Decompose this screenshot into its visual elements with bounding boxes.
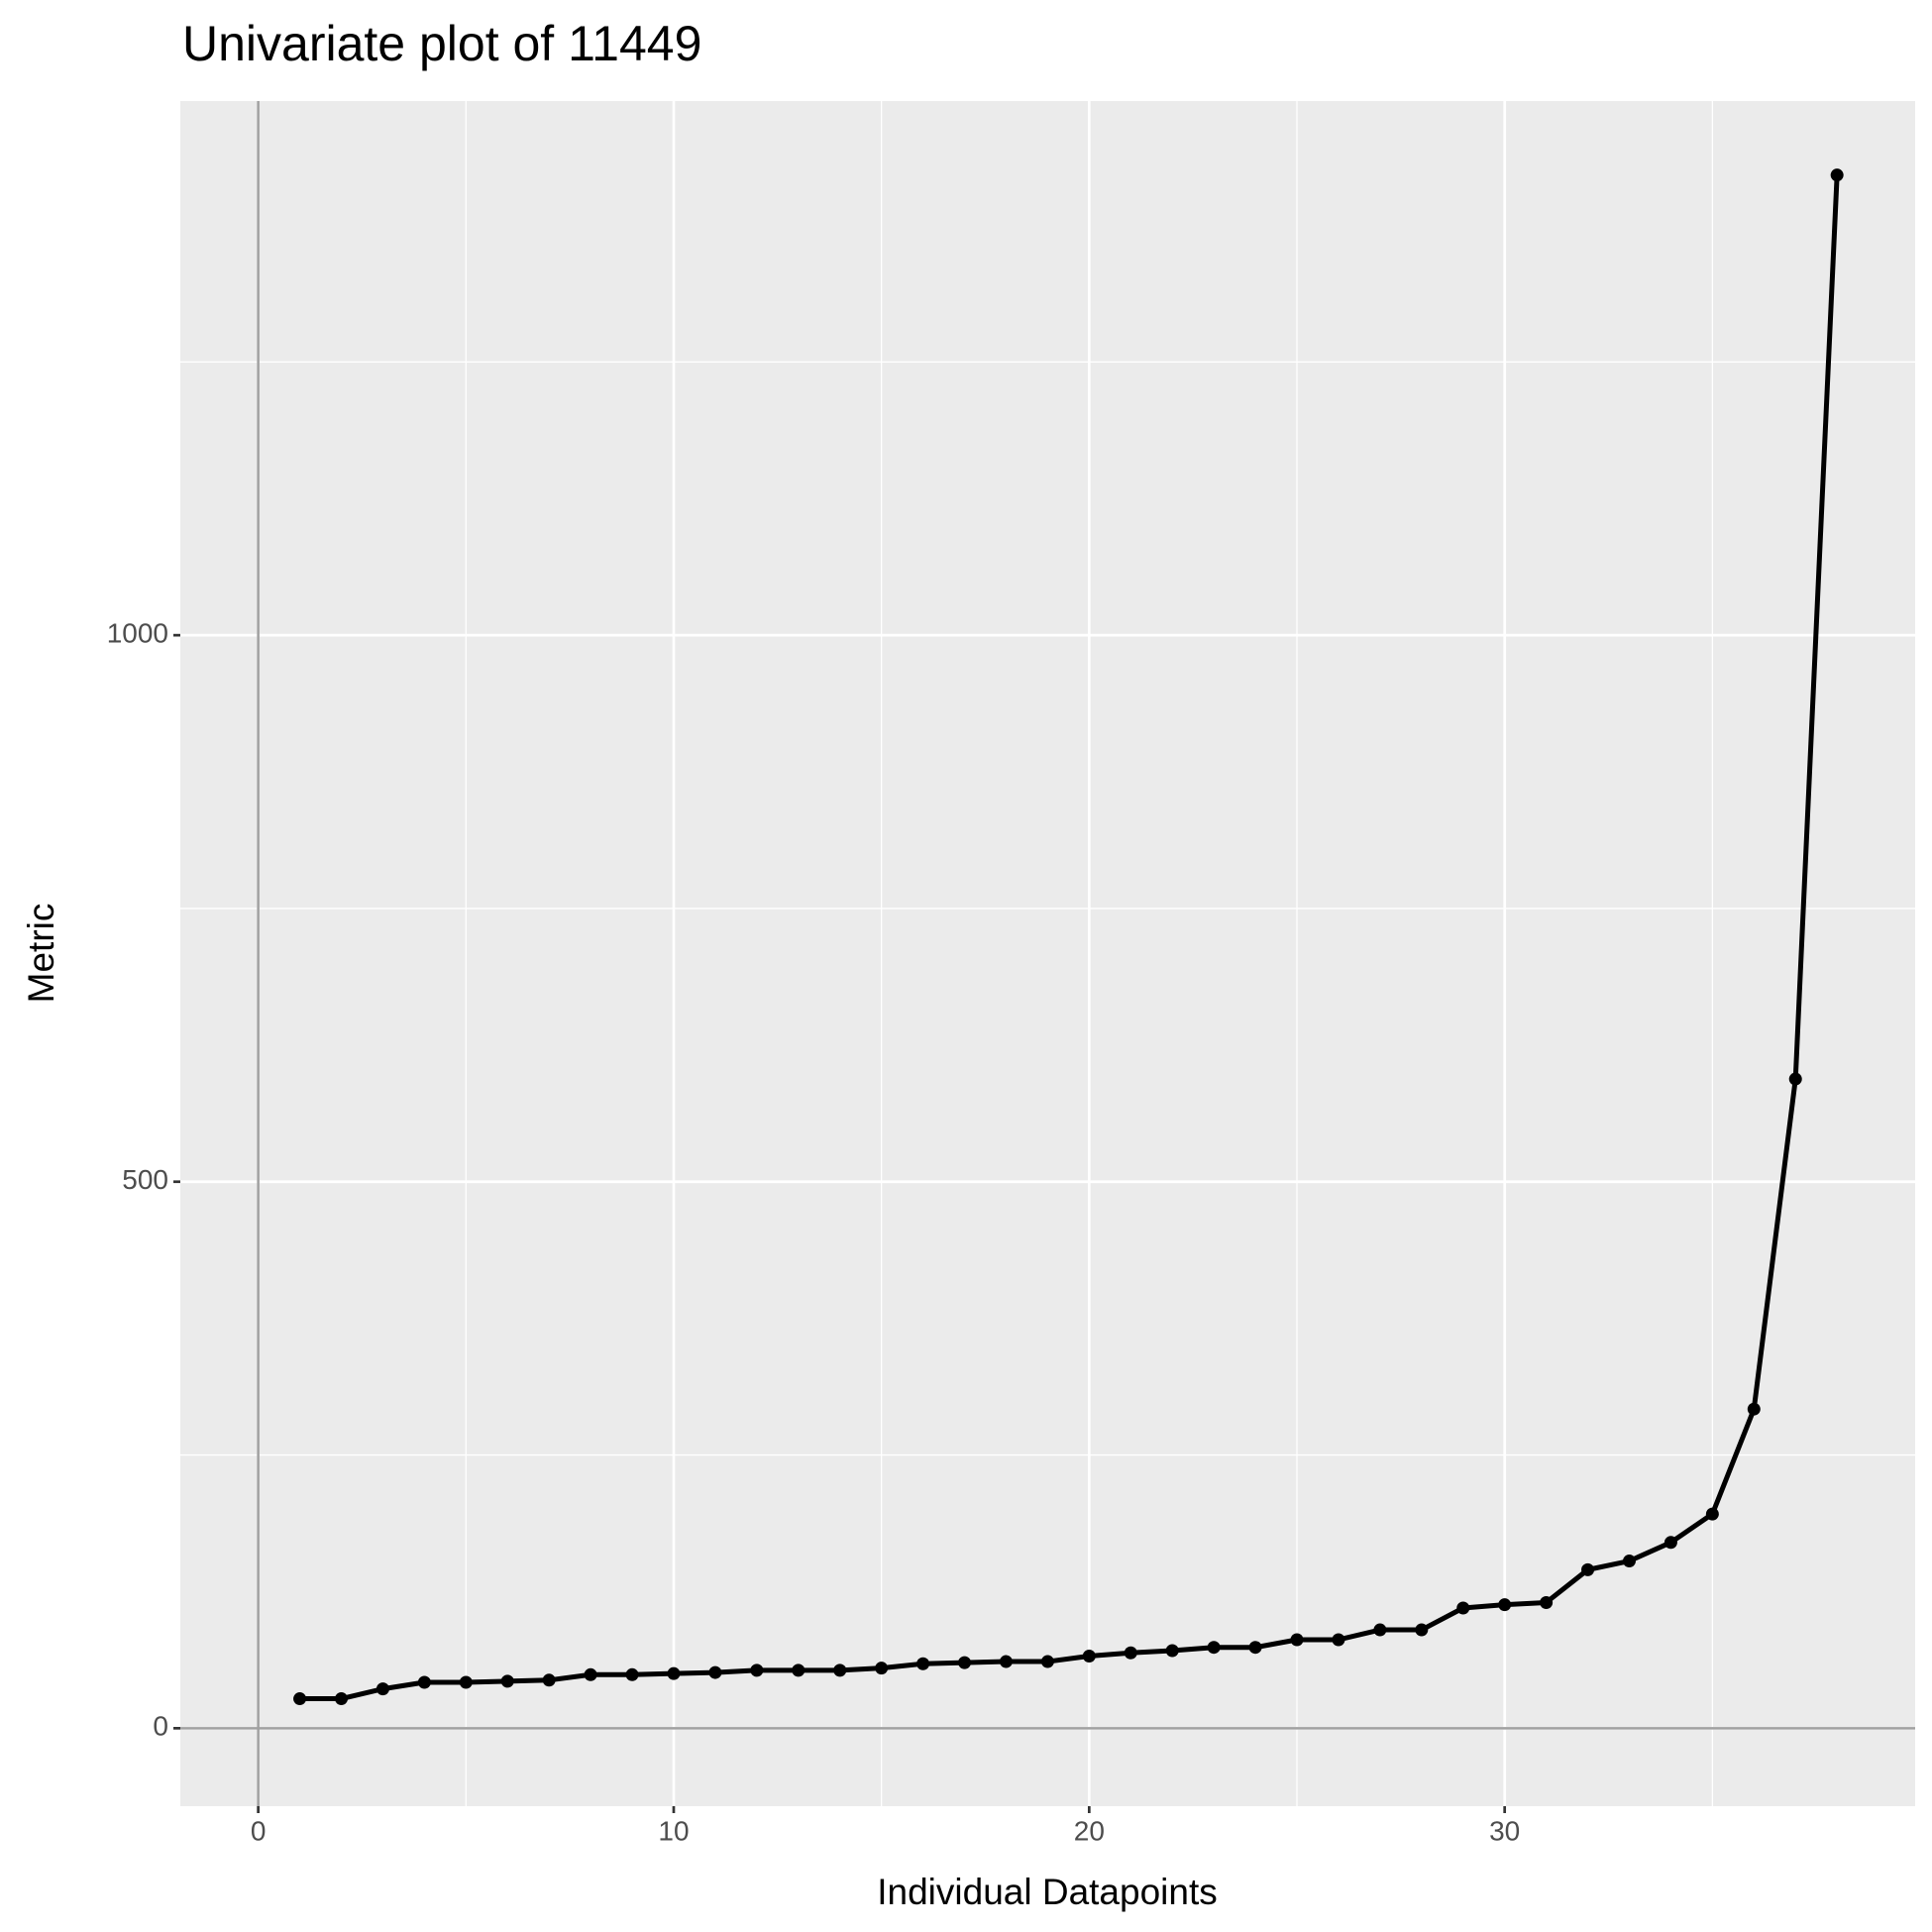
point <box>1622 1555 1636 1568</box>
point <box>1165 1644 1179 1658</box>
point <box>417 1675 431 1689</box>
y-axis-title: Metric <box>21 904 61 1004</box>
point <box>376 1682 389 1696</box>
point <box>1581 1562 1595 1576</box>
point <box>999 1655 1013 1668</box>
point <box>1040 1655 1054 1668</box>
point <box>792 1664 805 1677</box>
x-tick-label: 30 <box>1489 1815 1520 1846</box>
y-tick-label: 0 <box>153 1711 168 1742</box>
point <box>750 1664 764 1677</box>
point <box>584 1667 597 1681</box>
x-tick-label: 10 <box>658 1815 689 1846</box>
point <box>625 1667 639 1681</box>
x-tick-label: 0 <box>251 1815 267 1846</box>
point <box>459 1675 473 1689</box>
point <box>1540 1595 1554 1609</box>
point <box>1248 1641 1262 1655</box>
point <box>542 1673 556 1687</box>
point <box>667 1666 681 1680</box>
point <box>916 1657 930 1670</box>
point <box>293 1692 307 1706</box>
point <box>1664 1536 1677 1550</box>
point <box>1705 1507 1719 1521</box>
point <box>1415 1623 1429 1637</box>
point <box>833 1664 847 1677</box>
line <box>299 174 1840 1702</box>
x-tick-label: 20 <box>1074 1815 1105 1846</box>
point <box>1332 1633 1345 1647</box>
y-tick-label: 500 <box>122 1164 168 1195</box>
point <box>1830 168 1844 182</box>
x-axis-title: Individual Datapoints <box>877 1872 1218 1912</box>
point <box>1788 1072 1802 1086</box>
point <box>1290 1633 1304 1647</box>
point <box>1498 1598 1512 1612</box>
point <box>1747 1402 1761 1416</box>
panel <box>180 101 1915 1806</box>
grid <box>180 101 1915 1806</box>
marks <box>293 168 1844 1706</box>
point <box>1124 1646 1137 1660</box>
point <box>875 1662 889 1675</box>
point <box>1373 1623 1387 1637</box>
chart-title: Univariate plot of 11449 <box>182 16 701 71</box>
point <box>958 1656 972 1669</box>
point <box>1456 1601 1470 1615</box>
point <box>1082 1650 1096 1664</box>
y-tick-label: 1000 <box>107 618 168 649</box>
point <box>708 1665 722 1679</box>
point <box>500 1674 514 1688</box>
point <box>334 1692 348 1706</box>
point <box>1207 1641 1221 1655</box>
